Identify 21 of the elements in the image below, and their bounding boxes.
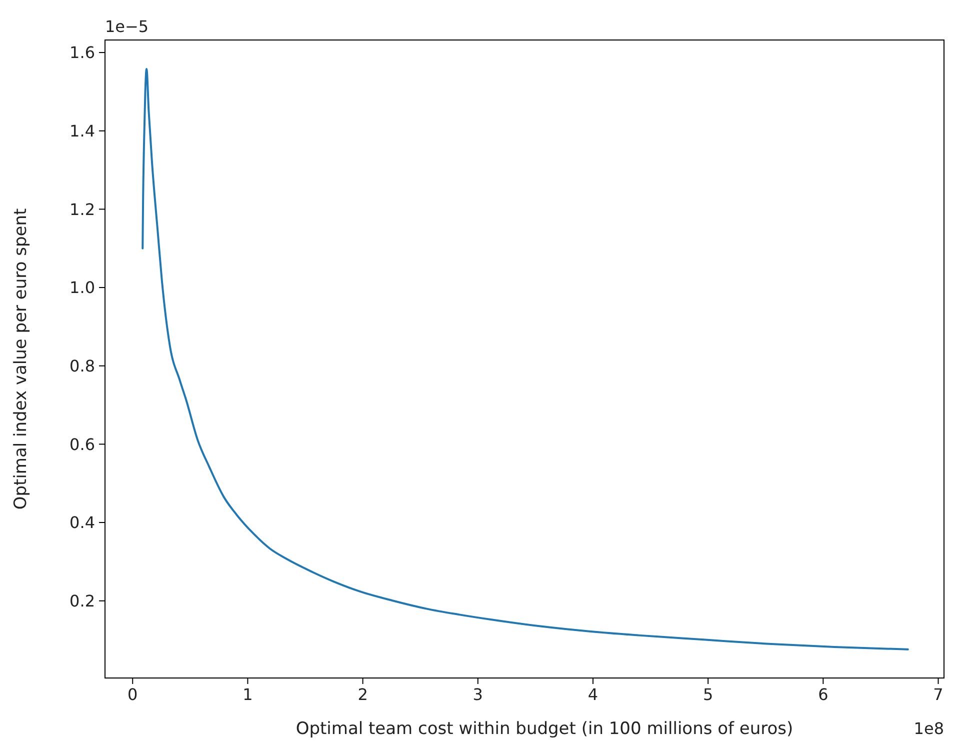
y-tick-label: 0.6 [70,434,95,454]
y-tick-label: 1.4 [70,121,95,140]
y-axis-title: Optimal index value per euro spent [11,208,31,510]
text: 1e−5 [105,17,149,36]
y-tick-label: 0.2 [70,591,95,610]
x-tick-label: 5 [702,685,714,704]
x-tick-label: 4 [588,685,598,704]
y-tick-label: 1.6 [70,43,95,62]
y-tick-label: 1.0 [70,278,95,298]
x-tick-label: 3 [472,685,483,704]
x-tick-label: 0 [128,685,138,704]
x-tick-label: 6 [818,685,828,704]
x-tick-label: 1 [242,685,253,704]
y-tick-label: 0.8 [70,356,95,376]
line-series [142,68,909,650]
y-tick-label: 0.4 [70,513,95,532]
x-tick-label: 7 [933,685,944,704]
text: 1e8 [914,719,944,738]
x-axis-title: Optimal team cost within budget (in 100 millions of euros) [296,719,794,739]
y-tick-label: 1.2 [70,200,95,219]
x-tick-label: 2 [358,685,368,704]
